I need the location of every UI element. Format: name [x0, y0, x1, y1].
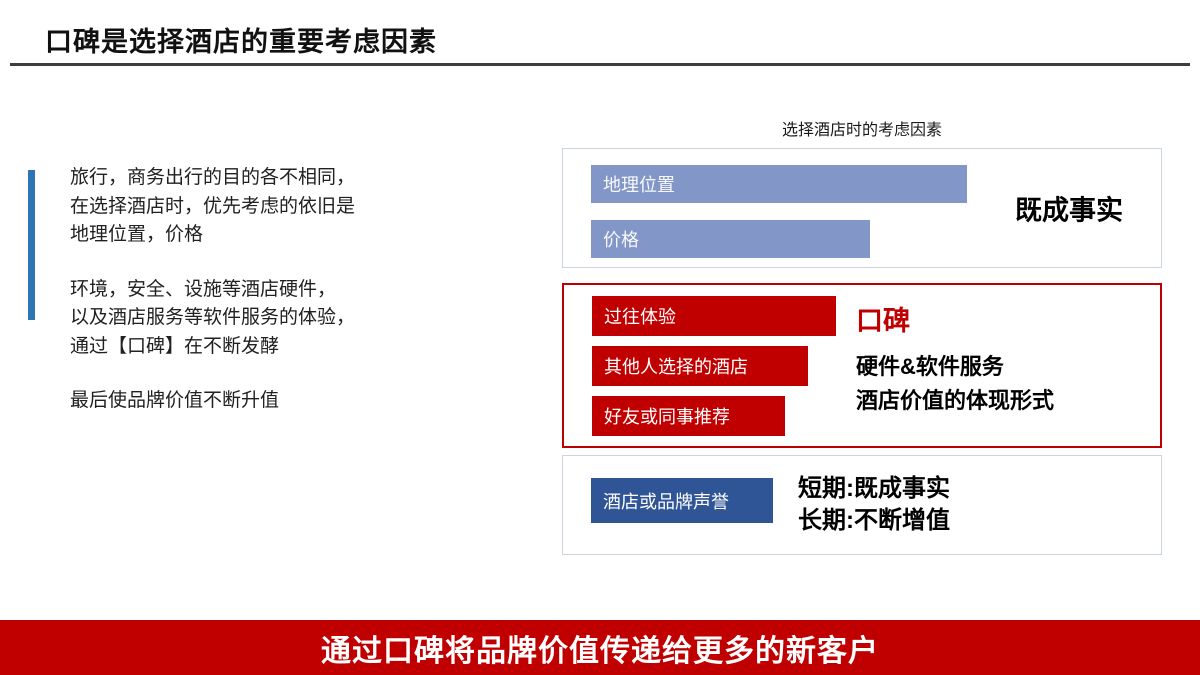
known-facts-bars: 地理位置 价格 [563, 149, 1161, 258]
bar-others-choice: 其他人选择的酒店 [592, 346, 808, 386]
bar-friend-recommendation: 好友或同事推荐 [592, 396, 786, 436]
bar-friend-recommendation-label: 好友或同事推荐 [604, 407, 730, 427]
factor-group-brand-reputation: 酒店或品牌声誉 短期:既成事实 长期:不断增值 [562, 455, 1162, 555]
bar-price: 价格 [591, 220, 871, 258]
word-of-mouth-bars: 过往体验 其他人选择的酒店 好友或同事推荐 [564, 285, 1160, 436]
chart-title: 选择酒店时的考虑因素 [781, 122, 942, 139]
bar-others-choice-label: 其他人选择的酒店 [604, 357, 748, 377]
page-title: 口碑是选择酒店的重要考虑因素 [45, 27, 437, 57]
note-long-term: 长期:不断增值 [798, 507, 950, 534]
bar-geographic-location: 地理位置 [591, 165, 968, 203]
intro-paragraph-2: 环境，安全、设施等酒店硬件， 以及酒店服务等软件服务的体验， 通过【口碑】在不断… [70, 278, 356, 357]
bottom-banner: 通过口碑将品牌价值传递给更多的新客户 [0, 620, 1200, 675]
word-of-mouth-notes: 口碑 硬件&软件服务 酒店价值的体现形式 [856, 299, 1054, 418]
bar-past-experience-label: 过往体验 [604, 307, 676, 327]
bar-brand-reputation-label: 酒店或品牌声誉 [603, 491, 729, 512]
note-short-term: 短期:既成事实 [798, 475, 950, 502]
bottom-banner-text: 通过口碑将品牌价值传递给更多的新客户 [321, 634, 879, 668]
title-divider [10, 63, 1190, 66]
intro-paragraph-3: 最后使品牌价值不断升值 [70, 390, 280, 411]
intro-paragraphs: 旅行，商务出行的目的各不相同， 在选择酒店时，优先考虑的依旧是 地理位置，价格 … [70, 164, 460, 416]
intro-paragraph-1: 旅行，商务出行的目的各不相同， 在选择酒店时，优先考虑的依旧是 地理位置，价格 [70, 167, 356, 245]
note-hotel-value-form: 酒店价值的体现形式 [856, 388, 1055, 413]
note-known-fact: 既成事实 [1015, 195, 1123, 226]
bar-geographic-location-label: 地理位置 [603, 175, 675, 195]
note-hardware-software: 硬件&软件服务 [856, 354, 1004, 379]
brand-reputation-bars: 酒店或品牌声誉 [563, 456, 1161, 523]
left-accent-bar [28, 170, 35, 320]
factors-panel: 选择酒店时的考虑因素 地理位置 价格 既成事实 过往体验 其他人选择的酒店 [562, 116, 1162, 555]
bar-brand-reputation: 酒店或品牌声誉 [591, 478, 774, 523]
note-koubei-headline: 口碑 [856, 306, 910, 336]
bar-price-label: 价格 [603, 230, 639, 250]
factor-group-word-of-mouth: 过往体验 其他人选择的酒店 好友或同事推荐 口碑 硬件&软件服务 酒店价值的体现… [562, 283, 1162, 448]
intro-block: 旅行，商务出行的目的各不相同， 在选择酒店时，优先考虑的依旧是 地理位置，价格 … [28, 164, 460, 416]
brand-reputation-notes: 短期:既成事实 长期:不断增值 [798, 473, 950, 537]
bar-past-experience: 过往体验 [592, 296, 837, 336]
factor-group-known-facts: 地理位置 价格 既成事实 [562, 148, 1162, 268]
